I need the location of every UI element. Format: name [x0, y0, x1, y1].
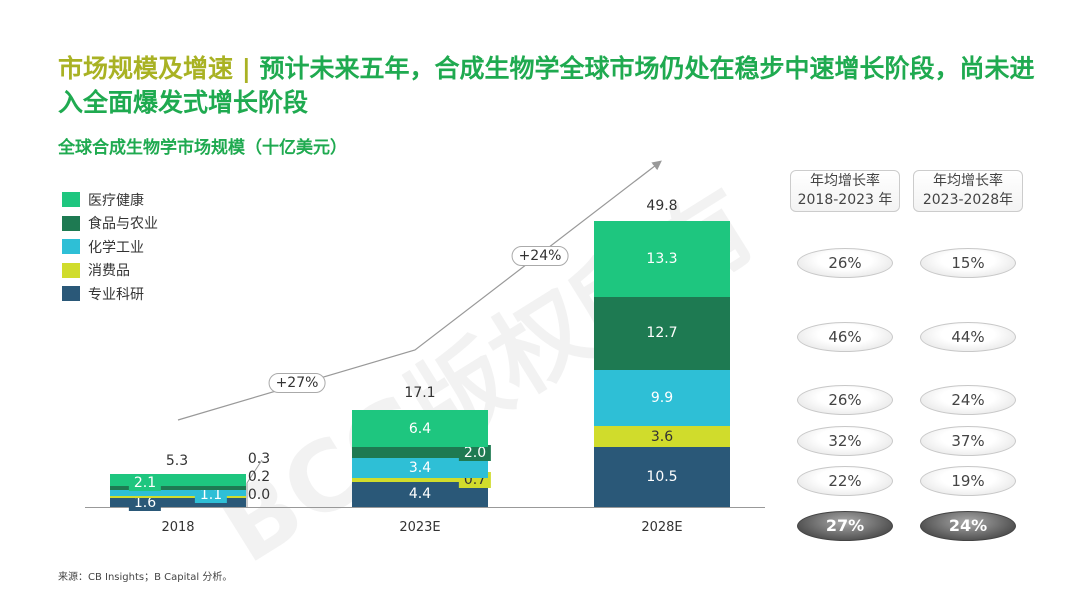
legend-label: 医疗健康 [88, 192, 144, 209]
bar-segment [352, 410, 488, 447]
cagr-header-2023-2028: 年均增长率 2023-2028年 [913, 170, 1023, 212]
data-label: 10.5 [646, 468, 678, 485]
total-label: 17.1 [404, 385, 436, 402]
bar-segment [594, 296, 730, 370]
bar-segment [352, 477, 488, 482]
cagr-header-2018-2023: 年均增长率 2018-2023 年 [790, 170, 900, 212]
x-tick-label: 2023E [399, 520, 441, 535]
x-axis [85, 507, 765, 508]
legend-item: 专业科研 [62, 282, 158, 306]
bar-segment [352, 458, 488, 478]
data-label: 2.1 [128, 475, 162, 491]
bar-segment [594, 446, 730, 507]
data-label: 12.7 [646, 325, 678, 342]
data-label: 3.4 [408, 460, 432, 477]
cagr-oval: 26% [797, 385, 893, 415]
page-title: 市场规模及增速 | 预计未来五年，合成生物学全球市场仍处在稳步中速增长阶段，尚未… [58, 54, 1035, 117]
legend-label: 化学工业 [88, 239, 144, 256]
bar-segment [594, 220, 730, 297]
legend-swatch [62, 239, 80, 255]
total-label: 49.8 [646, 198, 678, 214]
legend-item: 消费品 [62, 259, 158, 283]
small-data-label: 0.3 [247, 451, 271, 467]
bar-segment [110, 497, 246, 507]
bar-segment [110, 495, 246, 498]
small-data-label: 0.2 [247, 469, 271, 485]
legend-swatch [62, 215, 80, 231]
growth-arrow [177, 160, 662, 507]
bar-segment [594, 426, 730, 447]
growth-label: +24% [511, 246, 569, 266]
cagr-oval: 44% [920, 322, 1016, 352]
cagr-oval: 15% [920, 248, 1016, 278]
legend-swatch [62, 262, 80, 278]
cagr-oval: 19% [920, 466, 1016, 496]
legend-swatch [62, 192, 80, 208]
chart-title: 全球合成生物学市场规模（十亿美元） [58, 138, 347, 158]
bar-segment [110, 485, 246, 490]
legend-item: 医疗健康 [62, 188, 158, 212]
legend-label: 食品与农业 [88, 216, 158, 233]
data-label: 13.3 [646, 250, 678, 267]
small-data-label: 0.0 [247, 487, 271, 503]
legend-label: 专业科研 [88, 286, 144, 303]
legend-item: 食品与农业 [62, 212, 158, 236]
legend: 医疗健康食品与农业化学工业消费品专业科研 [62, 188, 158, 306]
legend-item: 化学工业 [62, 235, 158, 259]
data-label: 1.6 [128, 495, 162, 511]
total-label: 5.3 [165, 452, 189, 469]
cagr-oval: 32% [797, 426, 893, 456]
bar-segment [352, 446, 488, 459]
source-note: 来源：CB Insights；B Capital 分析。 [58, 572, 233, 583]
stacked-bar-chart: 1.6 1.1 2.1 5.3 2018 4.4 0.7 3.4 2.0 6.4 17.1 2023E… [85, 160, 765, 535]
data-label: 9.9 [650, 389, 674, 406]
bar-segment [110, 489, 246, 496]
x-tick-label: 2028E [641, 520, 683, 535]
cagr-oval: 22% [797, 466, 893, 496]
cagr-oval: 26% [797, 248, 893, 278]
cagr-oval: 24% [920, 385, 1016, 415]
data-label: 6.4 [408, 420, 432, 437]
data-label: 2.0 [458, 444, 492, 461]
data-label: 3.6 [650, 428, 674, 445]
legend-swatch [62, 286, 80, 302]
growth-label: +27% [268, 373, 326, 393]
cagr-total-oval: 24% [920, 511, 1016, 541]
data-label: 4.4 [408, 486, 432, 503]
cagr-oval: 46% [797, 322, 893, 352]
bar-segment [594, 369, 730, 427]
x-tick-label: 2018 [161, 520, 195, 535]
legend-label: 消费品 [88, 263, 130, 280]
cagr-oval: 37% [920, 426, 1016, 456]
cagr-total-oval: 27% [797, 511, 893, 541]
data-label: 1.1 [194, 487, 228, 503]
